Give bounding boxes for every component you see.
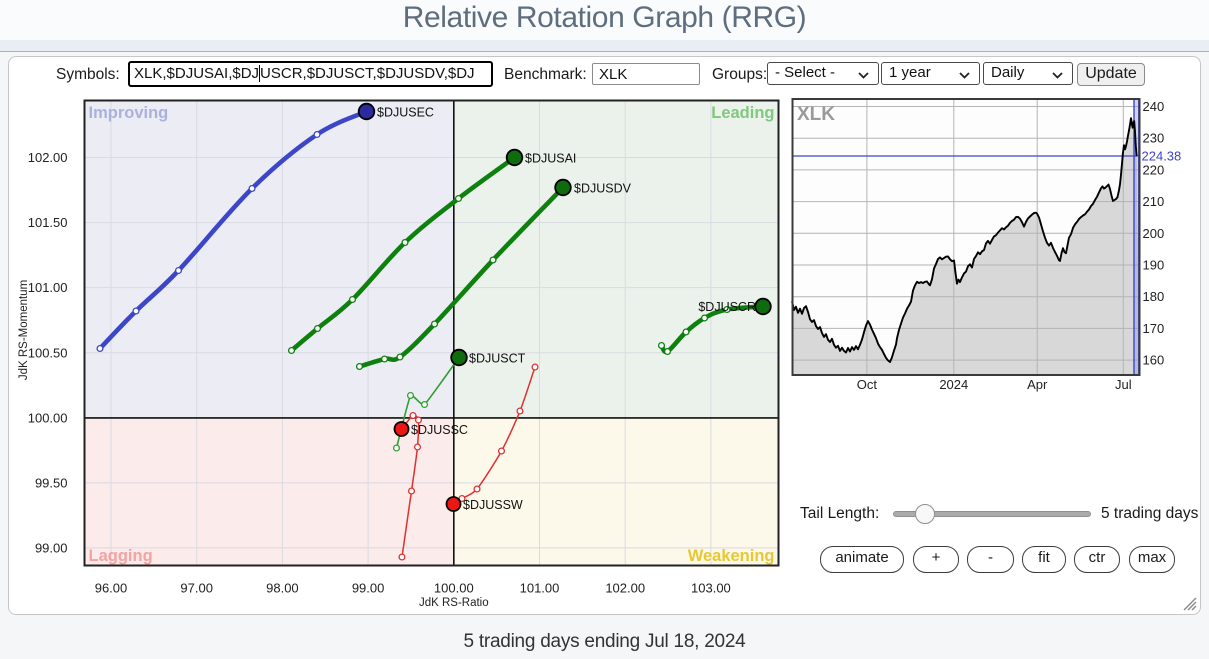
svg-text:99.00: 99.00 xyxy=(352,580,385,595)
svg-text:170: 170 xyxy=(1143,321,1165,336)
svg-text:190: 190 xyxy=(1143,258,1165,273)
svg-text:$DJUSCT: $DJUSCT xyxy=(469,352,526,366)
svg-text:99.00: 99.00 xyxy=(35,541,68,556)
svg-text:240: 240 xyxy=(1143,99,1165,114)
svg-text:Improving: Improving xyxy=(89,104,169,122)
svg-text:100.00: 100.00 xyxy=(434,580,474,595)
svg-text:230: 230 xyxy=(1143,131,1165,146)
svg-text:100.00: 100.00 xyxy=(28,411,68,426)
svg-text:2024: 2024 xyxy=(939,377,968,392)
svg-text:$DJUSSC: $DJUSSC xyxy=(411,423,468,437)
svg-text:101.50: 101.50 xyxy=(28,215,68,230)
svg-text:$DJUSCR: $DJUSCR xyxy=(698,300,756,314)
svg-text:220: 220 xyxy=(1143,162,1165,177)
svg-text:$DJUSAI: $DJUSAI xyxy=(525,152,576,166)
svg-text:224.38: 224.38 xyxy=(1142,149,1182,164)
svg-text:102.00: 102.00 xyxy=(28,150,68,165)
svg-text:XLK: XLK xyxy=(797,104,835,125)
svg-text:102.00: 102.00 xyxy=(605,580,645,595)
svg-text:97.00: 97.00 xyxy=(180,580,213,595)
svg-text:$DJUSDV: $DJUSDV xyxy=(574,182,632,196)
svg-text:210: 210 xyxy=(1143,194,1165,209)
svg-text:98.00: 98.00 xyxy=(266,580,299,595)
svg-text:Jul: Jul xyxy=(1115,377,1132,392)
svg-text:Leading: Leading xyxy=(711,104,774,122)
svg-text:99.50: 99.50 xyxy=(35,476,68,491)
svg-text:101.00: 101.00 xyxy=(520,580,560,595)
svg-text:101.00: 101.00 xyxy=(28,280,68,295)
svg-text:100.50: 100.50 xyxy=(28,345,68,360)
svg-text:$DJUSSW: $DJUSSW xyxy=(463,498,523,512)
svg-text:JdK RS-Momentum: JdK RS-Momentum xyxy=(18,280,30,380)
svg-text:Oct: Oct xyxy=(857,377,878,392)
svg-text:Apr: Apr xyxy=(1027,377,1048,392)
svg-text:103.00: 103.00 xyxy=(691,580,731,595)
svg-text:JdK RS-Ratio: JdK RS-Ratio xyxy=(419,597,489,609)
svg-text:200: 200 xyxy=(1143,226,1165,241)
svg-text:$DJUSEC: $DJUSEC xyxy=(377,106,434,120)
svg-text:Weakening: Weakening xyxy=(688,547,775,565)
svg-text:96.00: 96.00 xyxy=(95,580,128,595)
svg-text:160: 160 xyxy=(1143,353,1165,368)
svg-text:180: 180 xyxy=(1143,289,1165,304)
svg-text:Lagging: Lagging xyxy=(89,547,153,565)
